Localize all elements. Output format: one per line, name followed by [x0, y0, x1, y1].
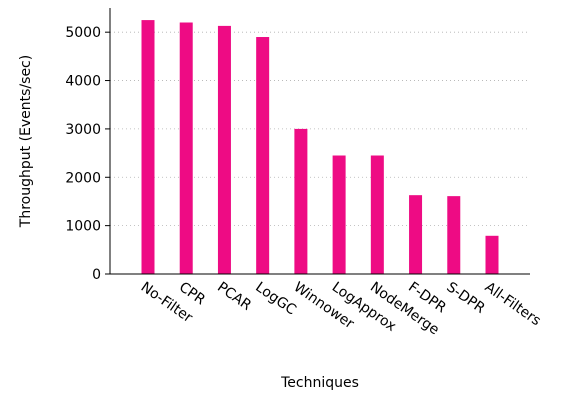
bar-pcar — [217, 25, 231, 274]
y-tick-label: 5000 — [65, 25, 101, 41]
x-tick-label: All-Filters — [482, 279, 544, 329]
grid-lines — [110, 31, 530, 227]
y-tick-label: 0 — [92, 267, 101, 283]
y-axis-title: Throughput (Events/sec) — [18, 55, 34, 228]
bar-all-filters — [485, 235, 499, 274]
x-tick-label: LogGC — [252, 279, 299, 318]
axes — [109, 8, 530, 275]
bar-cpr — [179, 22, 193, 274]
bar-winnower — [294, 128, 308, 274]
x-tick-label: PCAR — [214, 279, 254, 314]
bars — [141, 20, 499, 274]
bar-logapprox — [332, 155, 346, 274]
y-tick-label: 2000 — [65, 170, 101, 186]
y-tick-label: 1000 — [65, 219, 101, 235]
bar-nodemerge — [370, 155, 384, 274]
x-tick-label: S-DPR — [443, 279, 488, 317]
bar-f-dpr — [409, 195, 423, 274]
bar-no-filter — [141, 20, 155, 274]
x-axis-title: Techniques — [280, 375, 359, 391]
bar-s-dpr — [447, 196, 461, 274]
y-tick-label: 4000 — [65, 74, 101, 90]
y-axis-ticks: 0 1000 2000 3000 4000 5000 — [65, 25, 110, 283]
y-tick-label: 3000 — [65, 122, 101, 138]
bar-loggc — [256, 37, 270, 274]
